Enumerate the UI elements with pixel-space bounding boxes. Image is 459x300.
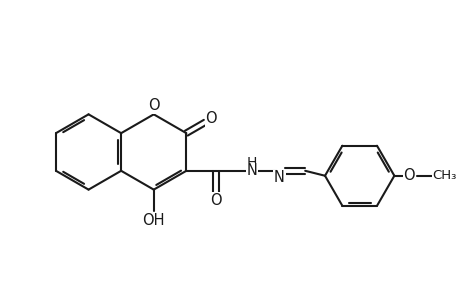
Text: OH: OH bbox=[142, 213, 165, 228]
Text: N: N bbox=[246, 163, 257, 178]
Text: N: N bbox=[274, 170, 284, 185]
Text: O: O bbox=[403, 168, 414, 183]
Text: H: H bbox=[246, 156, 256, 170]
Text: O: O bbox=[205, 111, 217, 126]
Text: CH₃: CH₃ bbox=[432, 169, 456, 182]
Text: O: O bbox=[148, 98, 159, 113]
Text: O: O bbox=[210, 193, 221, 208]
